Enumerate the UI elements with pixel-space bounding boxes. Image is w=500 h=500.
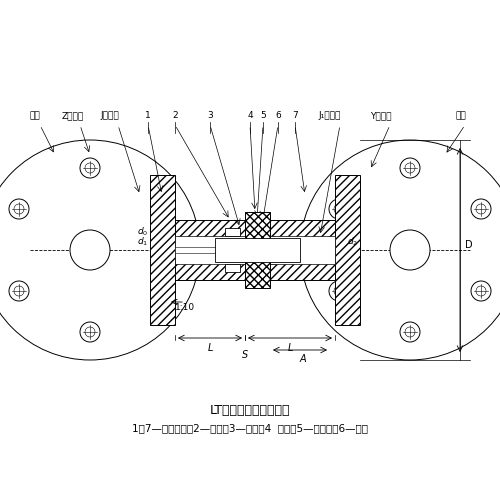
- Bar: [270, 220, 335, 280]
- Text: S: S: [242, 350, 248, 360]
- Bar: [175, 247, 245, 253]
- Text: 标志: 标志: [30, 111, 41, 120]
- Text: L: L: [288, 343, 292, 353]
- Text: 1: 1: [145, 111, 151, 120]
- Text: $d_1$: $d_1$: [137, 236, 148, 248]
- Bar: [150, 175, 175, 325]
- Text: A: A: [299, 354, 306, 364]
- Bar: [18, 110, 482, 445]
- Text: 1:10: 1:10: [175, 304, 195, 312]
- Text: 1、7—半联轴器；2—螺母；3—垫圈；4  挡圈；5—弹性套；6—柱销: 1、7—半联轴器；2—螺母；3—垫圈；4 挡圈；5—弹性套；6—柱销: [132, 423, 368, 433]
- Text: 标志: 标志: [455, 111, 466, 120]
- Text: $d_0$: $d_0$: [136, 226, 148, 238]
- Text: 图联鼎盛传动: 图联鼎盛传动: [210, 260, 290, 280]
- Text: 7: 7: [292, 111, 298, 120]
- Text: 2: 2: [172, 111, 178, 120]
- Text: 5: 5: [260, 111, 266, 120]
- Text: Z型轴孔: Z型轴孔: [62, 111, 84, 120]
- Text: J₁型轴孔: J₁型轴孔: [318, 111, 340, 120]
- Text: Y型轴孔: Y型轴孔: [370, 111, 392, 120]
- Circle shape: [390, 230, 430, 270]
- Bar: [250, 236, 335, 264]
- Bar: [225, 228, 240, 236]
- Text: D: D: [465, 240, 472, 250]
- Bar: [335, 175, 360, 325]
- Text: L: L: [208, 343, 212, 353]
- Bar: [175, 220, 245, 280]
- Text: LT型弹性套柱销联轴器: LT型弹性套柱销联轴器: [210, 404, 290, 416]
- Bar: [175, 236, 275, 264]
- Text: $d_2$: $d_2$: [347, 236, 358, 248]
- Text: 4: 4: [247, 111, 253, 120]
- Bar: [215, 238, 300, 262]
- Bar: [225, 264, 240, 272]
- Bar: [245, 212, 270, 288]
- Text: 6: 6: [275, 111, 281, 120]
- Text: J型轴孔: J型轴孔: [100, 111, 119, 120]
- Text: 3: 3: [207, 111, 213, 120]
- Circle shape: [70, 230, 110, 270]
